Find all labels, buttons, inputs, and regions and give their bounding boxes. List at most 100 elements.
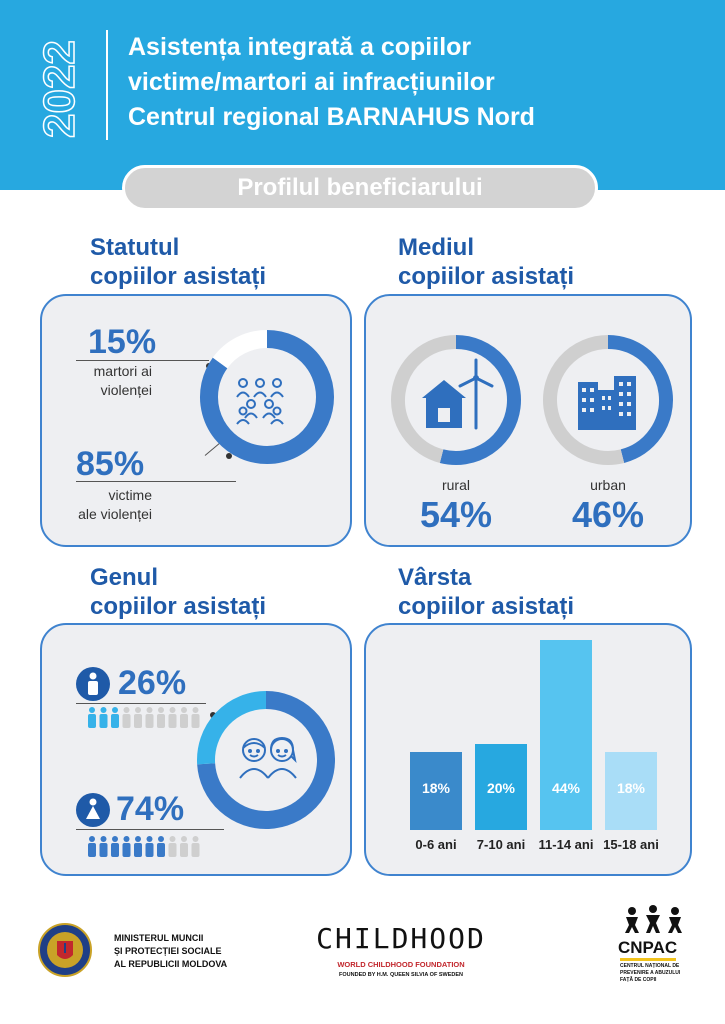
childhood-founder: FOUNDED BY H.M. QUEEN SILVIA OF SWEDEN <box>339 972 463 978</box>
person-figure-icon <box>88 707 96 728</box>
donut-slice-rural <box>439 335 521 465</box>
subtitle-pill: Profilul beneficiarului <box>122 165 598 211</box>
witness-percent: 15% <box>88 323 157 361</box>
urban-donut <box>543 335 673 465</box>
age-bar-value-label: 20% <box>486 780 516 796</box>
donut-slice-witnesses <box>212 330 268 369</box>
witness-label-line-2: violenței <box>100 382 152 398</box>
urban-label: urban <box>590 477 626 493</box>
male-leader-line <box>76 703 206 704</box>
cnpac-logo: CNPAC <box>618 938 678 957</box>
environment-title-line-1: Mediul <box>398 234 474 261</box>
person-figure-icon <box>157 707 165 728</box>
age-bar-15-18-ani <box>605 752 657 830</box>
age-bar-7-10-ani <box>475 743 527 830</box>
female-people-row <box>88 836 200 857</box>
female-percent: 74% <box>116 790 185 828</box>
status-title-line-2: copiilor asistați <box>90 263 267 290</box>
person-figure-icon <box>168 707 177 728</box>
title-line-2: victime/martori ai infracțiunilor <box>128 68 495 96</box>
male-icon <box>88 672 98 695</box>
ministry-line-1: MINISTERUL MUNCII <box>114 933 204 943</box>
environment-panel <box>364 294 692 547</box>
title-line-3: Centrul regional BARNAHUS Nord <box>128 103 535 131</box>
title-line-1: Asistența integrată a copiilor <box>128 33 472 61</box>
victim-label-line-2: ale violenței <box>78 506 152 522</box>
urban-percent: 46% <box>571 494 645 535</box>
cnpac-accent-bar <box>620 958 676 961</box>
cnpac-children-icon <box>625 905 682 933</box>
environment-title-line-2: copiilor asistați <box>398 263 575 290</box>
witness-label-line-1: martori ai <box>93 363 152 379</box>
age-bar-category-label: 7-10 ani <box>476 837 526 852</box>
male-people-row <box>88 707 200 728</box>
gender-title-line-2: copiilor asistați <box>90 593 267 620</box>
person-figure-icon <box>157 836 165 857</box>
donut-slice-urban <box>607 335 673 463</box>
header-banner: 2022 Asistența integrată a copiilor vict… <box>0 0 725 190</box>
status-title-line-1: Statutul <box>90 234 180 261</box>
gender-title-line-1: Genul <box>90 564 159 591</box>
person-figure-icon <box>134 707 142 728</box>
city-buildings-icon <box>578 376 636 430</box>
age-bar-11-14-ani <box>540 640 592 830</box>
person-figure-icon <box>99 836 108 857</box>
person-figure-icon <box>111 707 119 728</box>
donut-slice-male <box>197 691 267 765</box>
person-figure-icon <box>145 836 154 857</box>
person-figure-icon <box>180 836 188 857</box>
status-panel <box>40 294 352 547</box>
gender-title: Genul copiilor asistați <box>90 563 266 621</box>
female-leader-line <box>76 829 224 830</box>
house-windmill-icon <box>422 358 494 430</box>
donut-slice-victims <box>200 330 334 464</box>
donut-slice-female <box>197 691 335 829</box>
age-bar-0-6-ani <box>410 752 462 830</box>
gender-panel <box>40 623 352 876</box>
ministry-name: MINISTERUL MUNCII ȘI PROTECȚIEI SOCIALE … <box>114 932 227 971</box>
donut-slice-rural-rest <box>391 335 457 463</box>
person-figure-icon <box>122 836 131 857</box>
age-bar-value-label: 18% <box>421 780 451 796</box>
age-bar-category-label: 0-6 ani <box>415 837 457 852</box>
ministry-line-3: AL REPUBLICII MOLDOVA <box>114 959 228 969</box>
environment-title: Mediul copiilor asistați <box>398 233 574 291</box>
rural-donut <box>391 335 521 465</box>
age-bar-category-label: 11-14 ani <box>538 837 594 852</box>
status-donut <box>200 330 334 464</box>
ministry-line-2: ȘI PROTECȚIEI SOCIALE <box>114 946 222 956</box>
person-figure-icon <box>191 836 200 857</box>
person-figure-icon <box>122 707 131 728</box>
age-bar-value-label: 18% <box>616 780 646 796</box>
group-of-people-icon <box>236 378 284 425</box>
person-figure-icon <box>134 836 142 857</box>
donut-slice-urban-rest <box>543 335 625 465</box>
year-vertical: 2022 <box>34 39 85 138</box>
person-figure-icon <box>88 836 96 857</box>
person-figure-icon <box>180 707 188 728</box>
victim-label-line-1: victime <box>108 487 152 503</box>
age-title: Vârsta copiilor asistați <box>398 563 574 621</box>
male-leader-dot <box>210 712 216 718</box>
age-bar-value-label: 44% <box>551 780 581 796</box>
cnpac-subtitle: CENTRUL NAȚIONAL DE PREVENIRE A ABUZULUI… <box>620 963 681 983</box>
rural-percent: 54% <box>419 494 493 535</box>
male-icon-badge <box>76 667 110 701</box>
victim-leader-dot <box>226 453 232 459</box>
witness-leader-line <box>76 360 209 361</box>
childhood-logo: CHILDHOOD <box>316 922 486 955</box>
svg-text:2022: 2022 <box>35 40 84 138</box>
person-figure-icon <box>99 707 108 728</box>
children-faces-icon <box>239 736 297 779</box>
victim-label: victime ale violenței <box>40 486 152 524</box>
person-figure-icon <box>145 707 154 728</box>
person-figure-icon <box>111 836 119 857</box>
male-percent: 26% <box>118 664 187 702</box>
age-bar-category-label: 15-18 ani <box>603 837 659 852</box>
age-title-line-1: Vârsta <box>398 564 472 591</box>
female-icon <box>86 798 100 819</box>
person-figure-icon <box>168 836 177 857</box>
age-panel <box>364 623 692 876</box>
female-icon-badge <box>76 793 110 827</box>
page-title: Asistența integrată a copiilor victime/m… <box>128 30 708 135</box>
